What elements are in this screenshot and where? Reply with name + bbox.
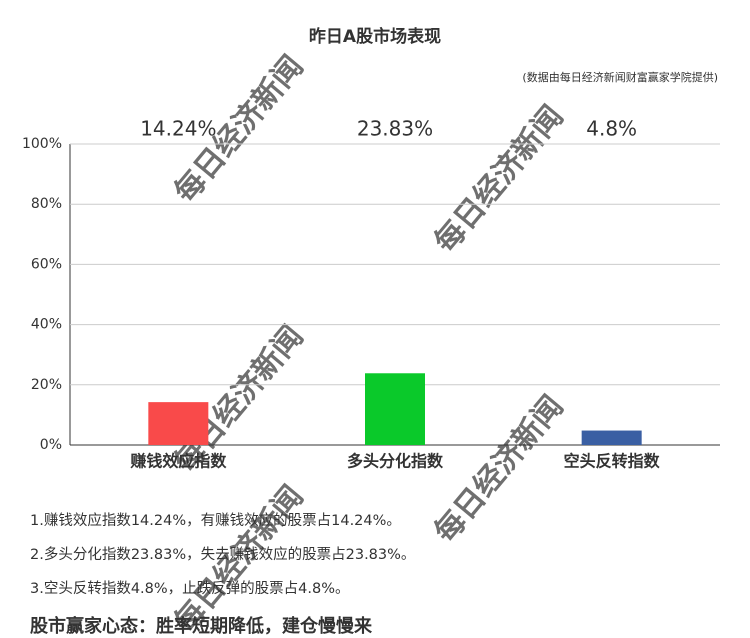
y-tick-label: 20% (31, 377, 62, 393)
slogan: 股市赢家心态：胜率短期降低，建仓慢慢来 (29, 615, 373, 637)
chart-title: 昨日A股市场表现 (309, 26, 441, 47)
chart-subtitle: (数据由每日经济新闻财富赢家学院提供) (522, 70, 718, 84)
bar (581, 430, 642, 445)
watermark: 每日经济新闻 (428, 99, 571, 259)
y-tick-label: 100% (22, 136, 62, 152)
y-tick-label: 60% (31, 256, 62, 272)
x-tick-label: 赚钱效应指数 (129, 452, 227, 471)
y-tick-label: 80% (31, 196, 62, 212)
note: 1.赚钱效应指数14.24%，有赚钱效应的股票占14.24%。 (30, 511, 401, 529)
value-label: 4.8% (586, 117, 637, 141)
x-tick-label: 多头分化指数 (347, 452, 444, 471)
value-label: 23.83% (357, 117, 433, 141)
y-tick-label: 0% (40, 437, 62, 453)
note: 3.空头反转指数4.8%，止跌反弹的股票占4.8%。 (30, 580, 350, 597)
bar (148, 402, 209, 445)
note: 2.多头分化指数23.83%，失去赚钱效应的股票占23.83%。 (30, 545, 415, 563)
x-tick-label: 空头反转指数 (564, 452, 661, 471)
value-label: 14.24% (140, 117, 216, 141)
y-tick-label: 40% (31, 317, 62, 333)
bar (365, 373, 425, 445)
watermark: 每日经济新闻 (428, 389, 571, 549)
